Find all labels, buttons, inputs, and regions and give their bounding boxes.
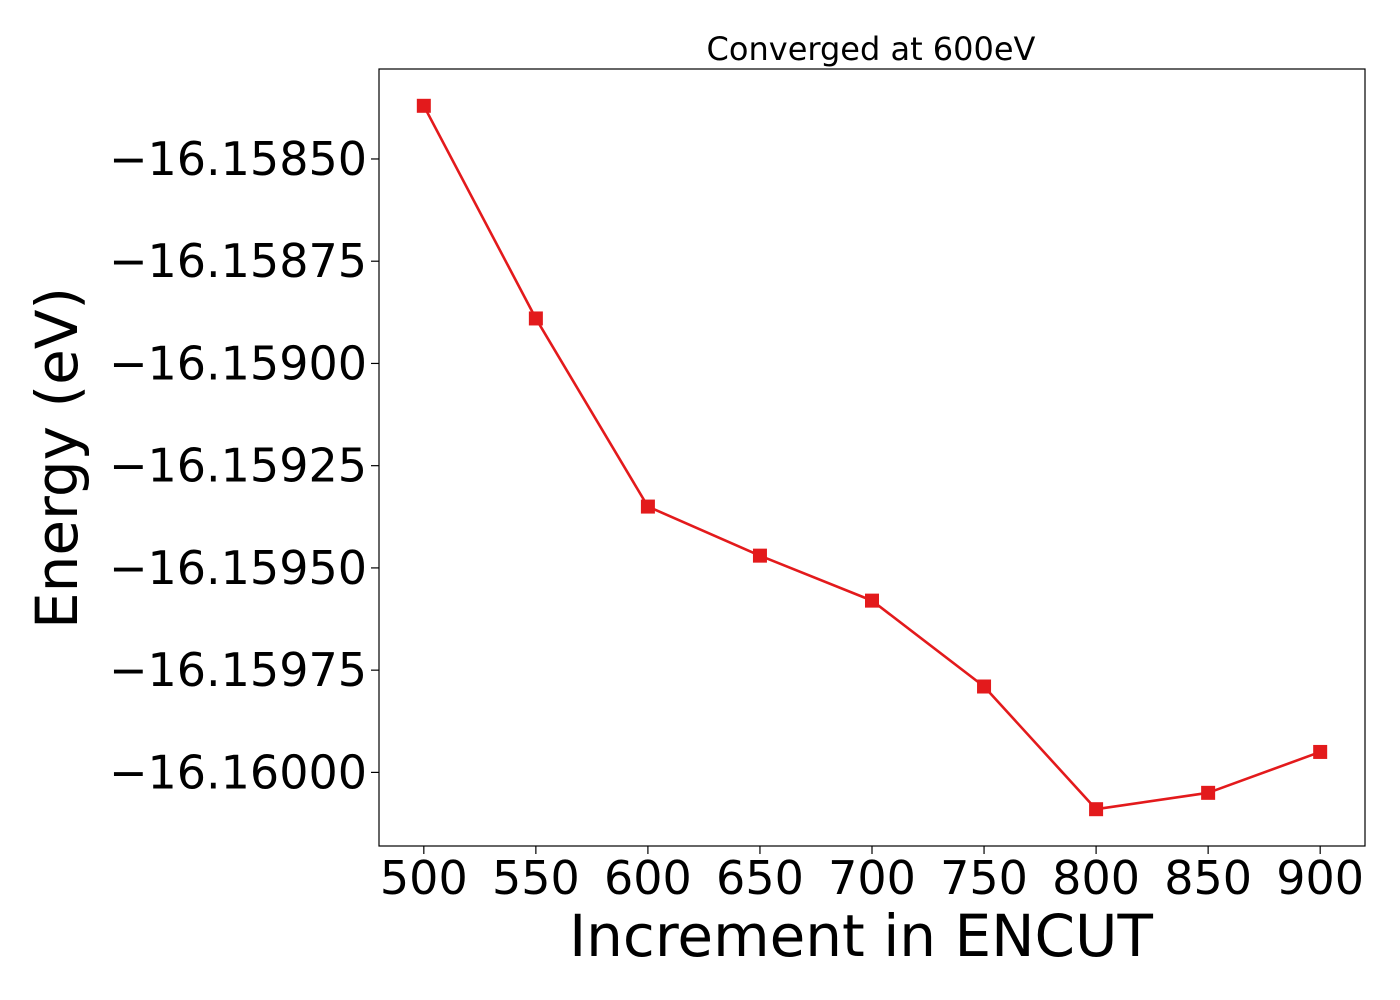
x-tick-label: 700 bbox=[828, 851, 916, 905]
data-point-marker bbox=[865, 593, 879, 608]
y-tick-label: −16.15900 bbox=[109, 336, 367, 390]
x-tick-label: 750 bbox=[940, 851, 1028, 905]
x-tick-label: 850 bbox=[1164, 851, 1252, 905]
y-tick-label: −16.15875 bbox=[109, 234, 367, 288]
x-tick-label: 900 bbox=[1276, 851, 1364, 905]
plot-frame bbox=[378, 68, 1366, 847]
y-tick-label: −16.16000 bbox=[109, 745, 367, 799]
x-tick-label: 650 bbox=[716, 851, 804, 905]
data-point-marker bbox=[752, 548, 767, 563]
data-point-marker bbox=[640, 499, 655, 514]
x-tick-label: 600 bbox=[604, 851, 692, 905]
data-point-marker bbox=[1201, 785, 1216, 800]
y-tick-label: −16.15950 bbox=[109, 541, 367, 595]
y-axis-label: Energy (eV) bbox=[23, 287, 91, 629]
y-tick-label: −16.15975 bbox=[109, 643, 367, 697]
y-tick-label: −16.15850 bbox=[109, 132, 367, 186]
series-line bbox=[422, 105, 1321, 811]
x-axis-label: Increment in ENCUT bbox=[569, 902, 1153, 970]
x-tick-label: 550 bbox=[492, 851, 580, 905]
x-tick-label: 800 bbox=[1052, 851, 1140, 905]
chart-title: Converged at 600eV bbox=[707, 30, 1036, 68]
y-tick-label: −16.15925 bbox=[109, 439, 367, 493]
data-point-marker bbox=[416, 98, 431, 113]
data-point-marker bbox=[528, 311, 543, 326]
y-axis: −16.15850 −16.15875 −16.15900 −16.15925 −16.… bbox=[109, 132, 379, 799]
data-point-marker bbox=[1089, 802, 1104, 817]
data-point-marker bbox=[977, 679, 992, 694]
x-tick-label: 500 bbox=[380, 851, 468, 905]
x-axis: 500 550 600 650 700 750 800 850 900 bbox=[380, 846, 1364, 905]
data-point-marker bbox=[1313, 744, 1328, 759]
plot-area bbox=[416, 98, 1328, 817]
